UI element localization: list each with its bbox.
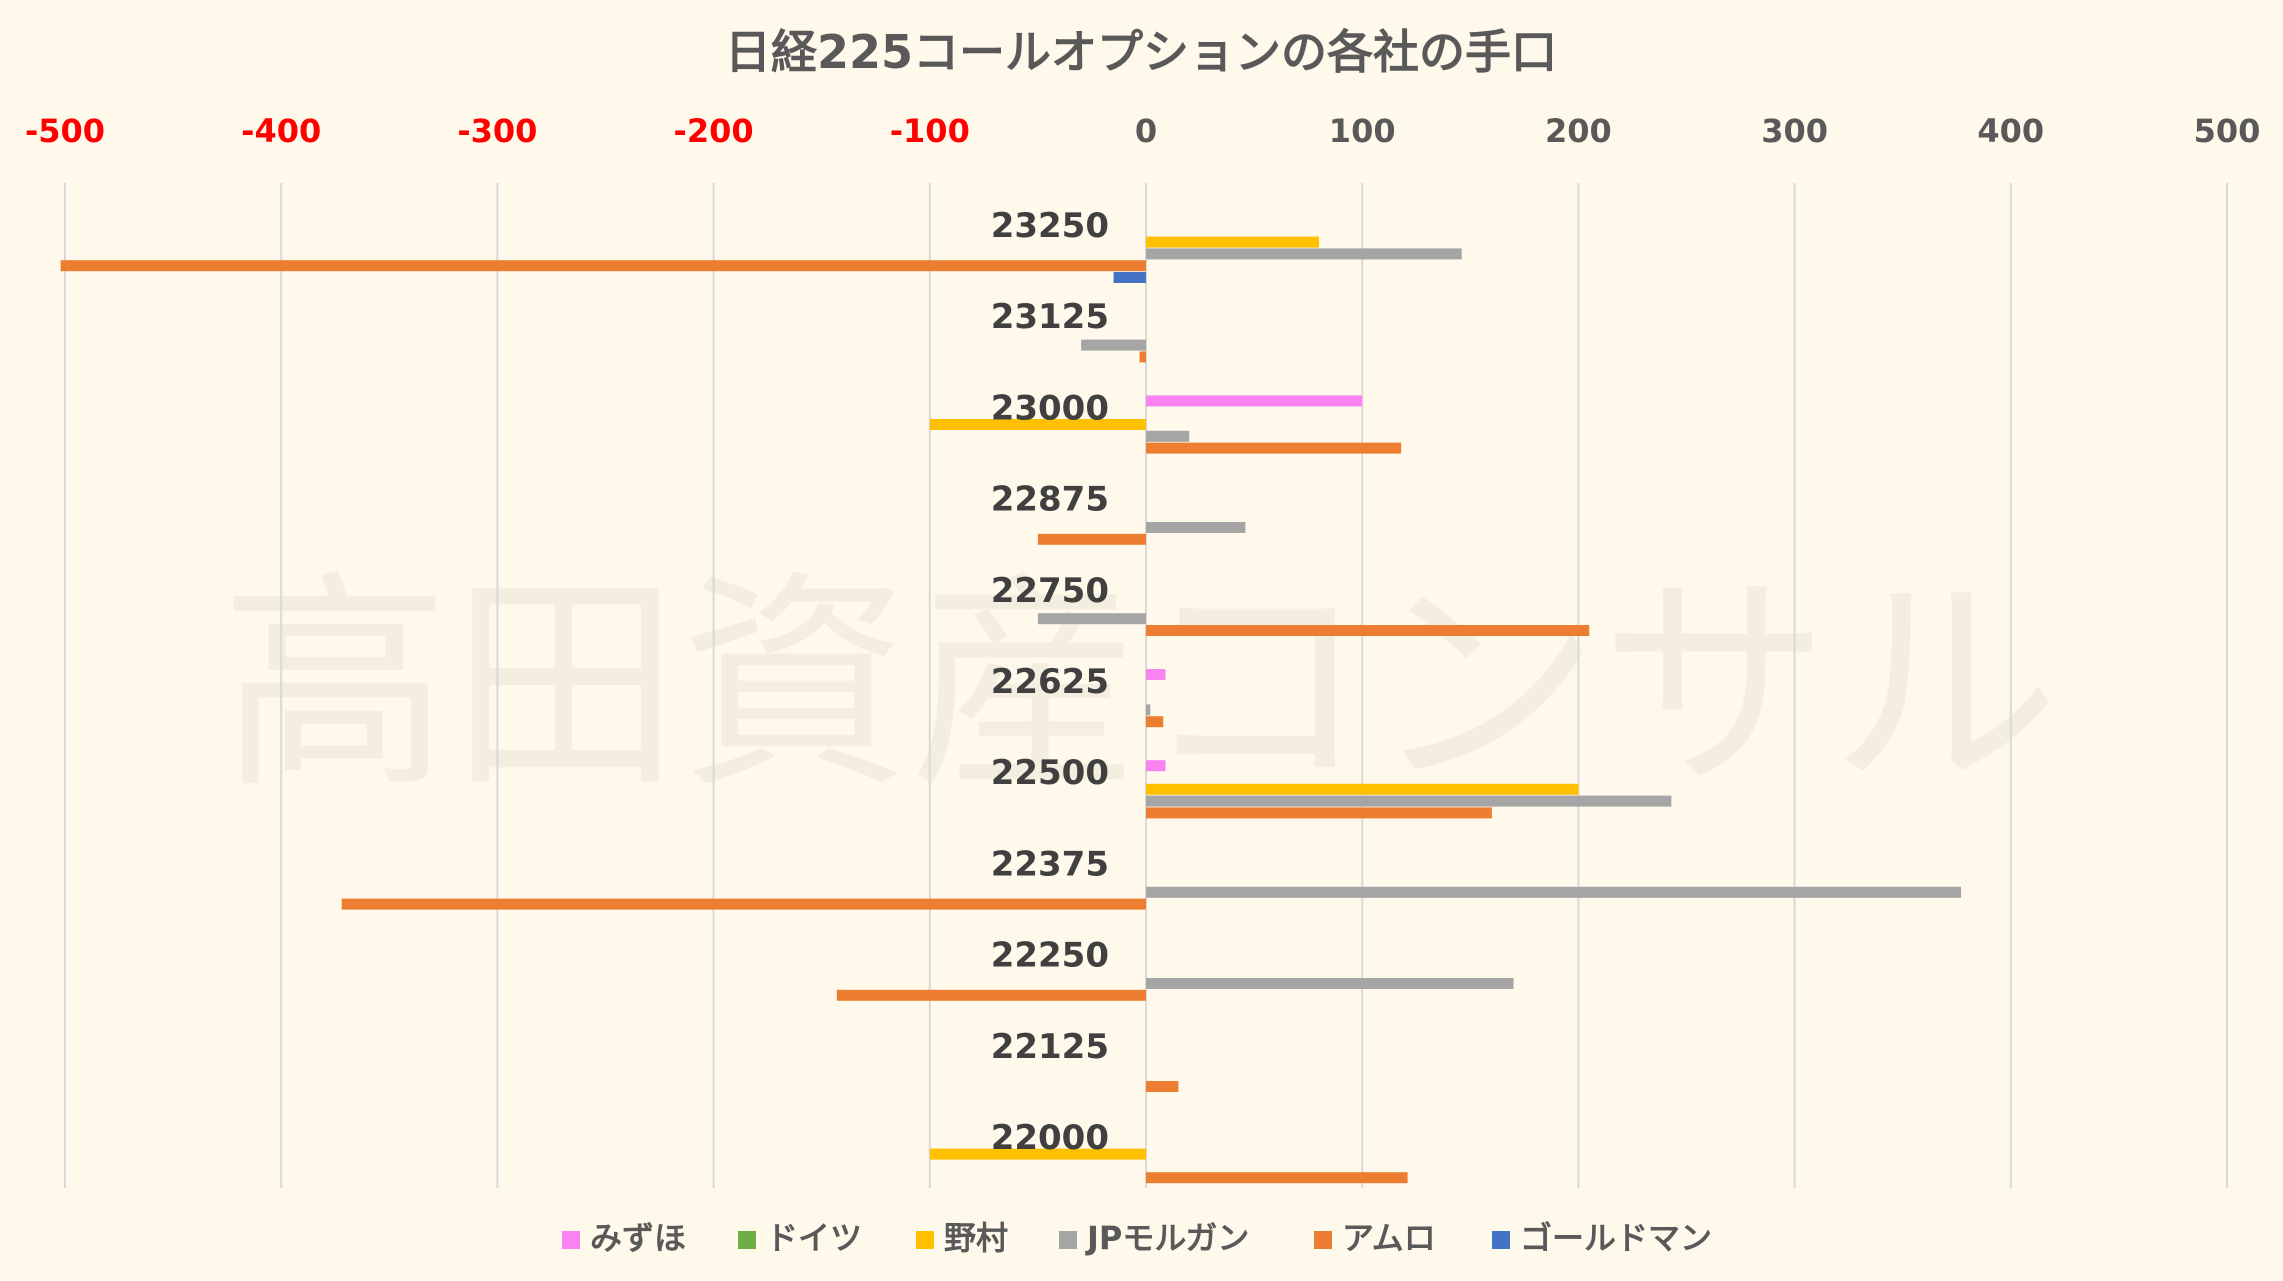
x-tick-label: -300 xyxy=(457,112,537,150)
category-label: 22125 xyxy=(991,1027,1109,1067)
bar xyxy=(1146,783,1579,795)
legend-label: JPモルガン xyxy=(1085,1219,1249,1257)
x-tick-label: 100 xyxy=(1329,112,1396,150)
bar xyxy=(1146,430,1190,442)
legend: みずほ ドイツ 野村 JPモルガン アムロ ゴールドマン xyxy=(562,1219,1712,1257)
bar xyxy=(1139,351,1146,363)
category-label: 23125 xyxy=(991,297,1109,337)
category-label: 22250 xyxy=(991,936,1109,976)
bar xyxy=(1146,442,1402,454)
bar xyxy=(1146,760,1166,772)
bar xyxy=(1146,807,1492,819)
bar xyxy=(1081,339,1146,351)
chart-title: 日経225コールオプションの各社の手口 xyxy=(725,25,1557,79)
legend-swatch xyxy=(562,1231,580,1249)
bar xyxy=(1146,978,1514,989)
category-label: 22375 xyxy=(991,844,1109,884)
bar xyxy=(1146,1172,1408,1184)
bar xyxy=(341,898,1147,910)
bar xyxy=(929,1148,1146,1160)
legend-label: ドイツ xyxy=(766,1219,862,1257)
legend-swatch xyxy=(1492,1231,1510,1249)
x-axis-ticks: -500 -400 -300 -200 -100 0 100 200 300 400 500 xyxy=(25,112,2260,150)
bars xyxy=(60,236,1962,1184)
x-tick-label: -400 xyxy=(241,112,321,150)
bar xyxy=(1146,625,1590,636)
x-tick-label: 400 xyxy=(1977,112,2044,150)
bar xyxy=(1146,886,1962,898)
legend-label: みずほ xyxy=(590,1219,686,1257)
x-tick-label: 0 xyxy=(1135,112,1157,150)
bar xyxy=(1146,248,1462,260)
legend-swatch xyxy=(1059,1231,1077,1249)
bar xyxy=(836,989,1146,1001)
legend-swatch xyxy=(738,1231,756,1249)
category-label: 23250 xyxy=(991,206,1109,246)
bar xyxy=(60,260,1146,272)
x-tick-label: 300 xyxy=(1761,112,1828,150)
bar xyxy=(1146,1081,1179,1092)
bar xyxy=(1146,395,1363,407)
bar xyxy=(1113,272,1146,283)
x-tick-label: -100 xyxy=(890,112,970,150)
legend-label: ゴールドマン xyxy=(1520,1219,1712,1257)
bar xyxy=(1146,795,1672,807)
x-tick-label: -200 xyxy=(674,112,754,150)
category-label: 23000 xyxy=(991,388,1109,428)
legend-label: アムロ xyxy=(1342,1219,1436,1257)
category-label: 22000 xyxy=(991,1118,1109,1158)
bar xyxy=(1146,716,1164,728)
bar xyxy=(1037,613,1146,625)
x-tick-label: 200 xyxy=(1545,112,1612,150)
bar xyxy=(929,419,1146,430)
category-label: 22625 xyxy=(991,662,1109,702)
bar xyxy=(1146,522,1246,533)
legend-swatch xyxy=(1314,1231,1332,1249)
watermark-text: 高田資産コンサル xyxy=(220,553,2060,820)
category-label: 22750 xyxy=(991,571,1109,611)
bar xyxy=(1037,533,1146,545)
category-labels: 23250 23125 23000 22875 22750 22625 22500 22375… xyxy=(991,206,1109,1158)
legend-label: 野村 xyxy=(944,1219,1008,1257)
x-tick-label: -500 xyxy=(25,112,105,150)
category-label: 22500 xyxy=(991,753,1109,793)
bar xyxy=(1146,704,1151,716)
x-tick-label: 500 xyxy=(2194,112,2261,150)
category-label: 22875 xyxy=(991,480,1109,520)
legend-swatch xyxy=(916,1231,934,1249)
bar xyxy=(1146,236,1319,248)
bar xyxy=(1146,669,1166,680)
